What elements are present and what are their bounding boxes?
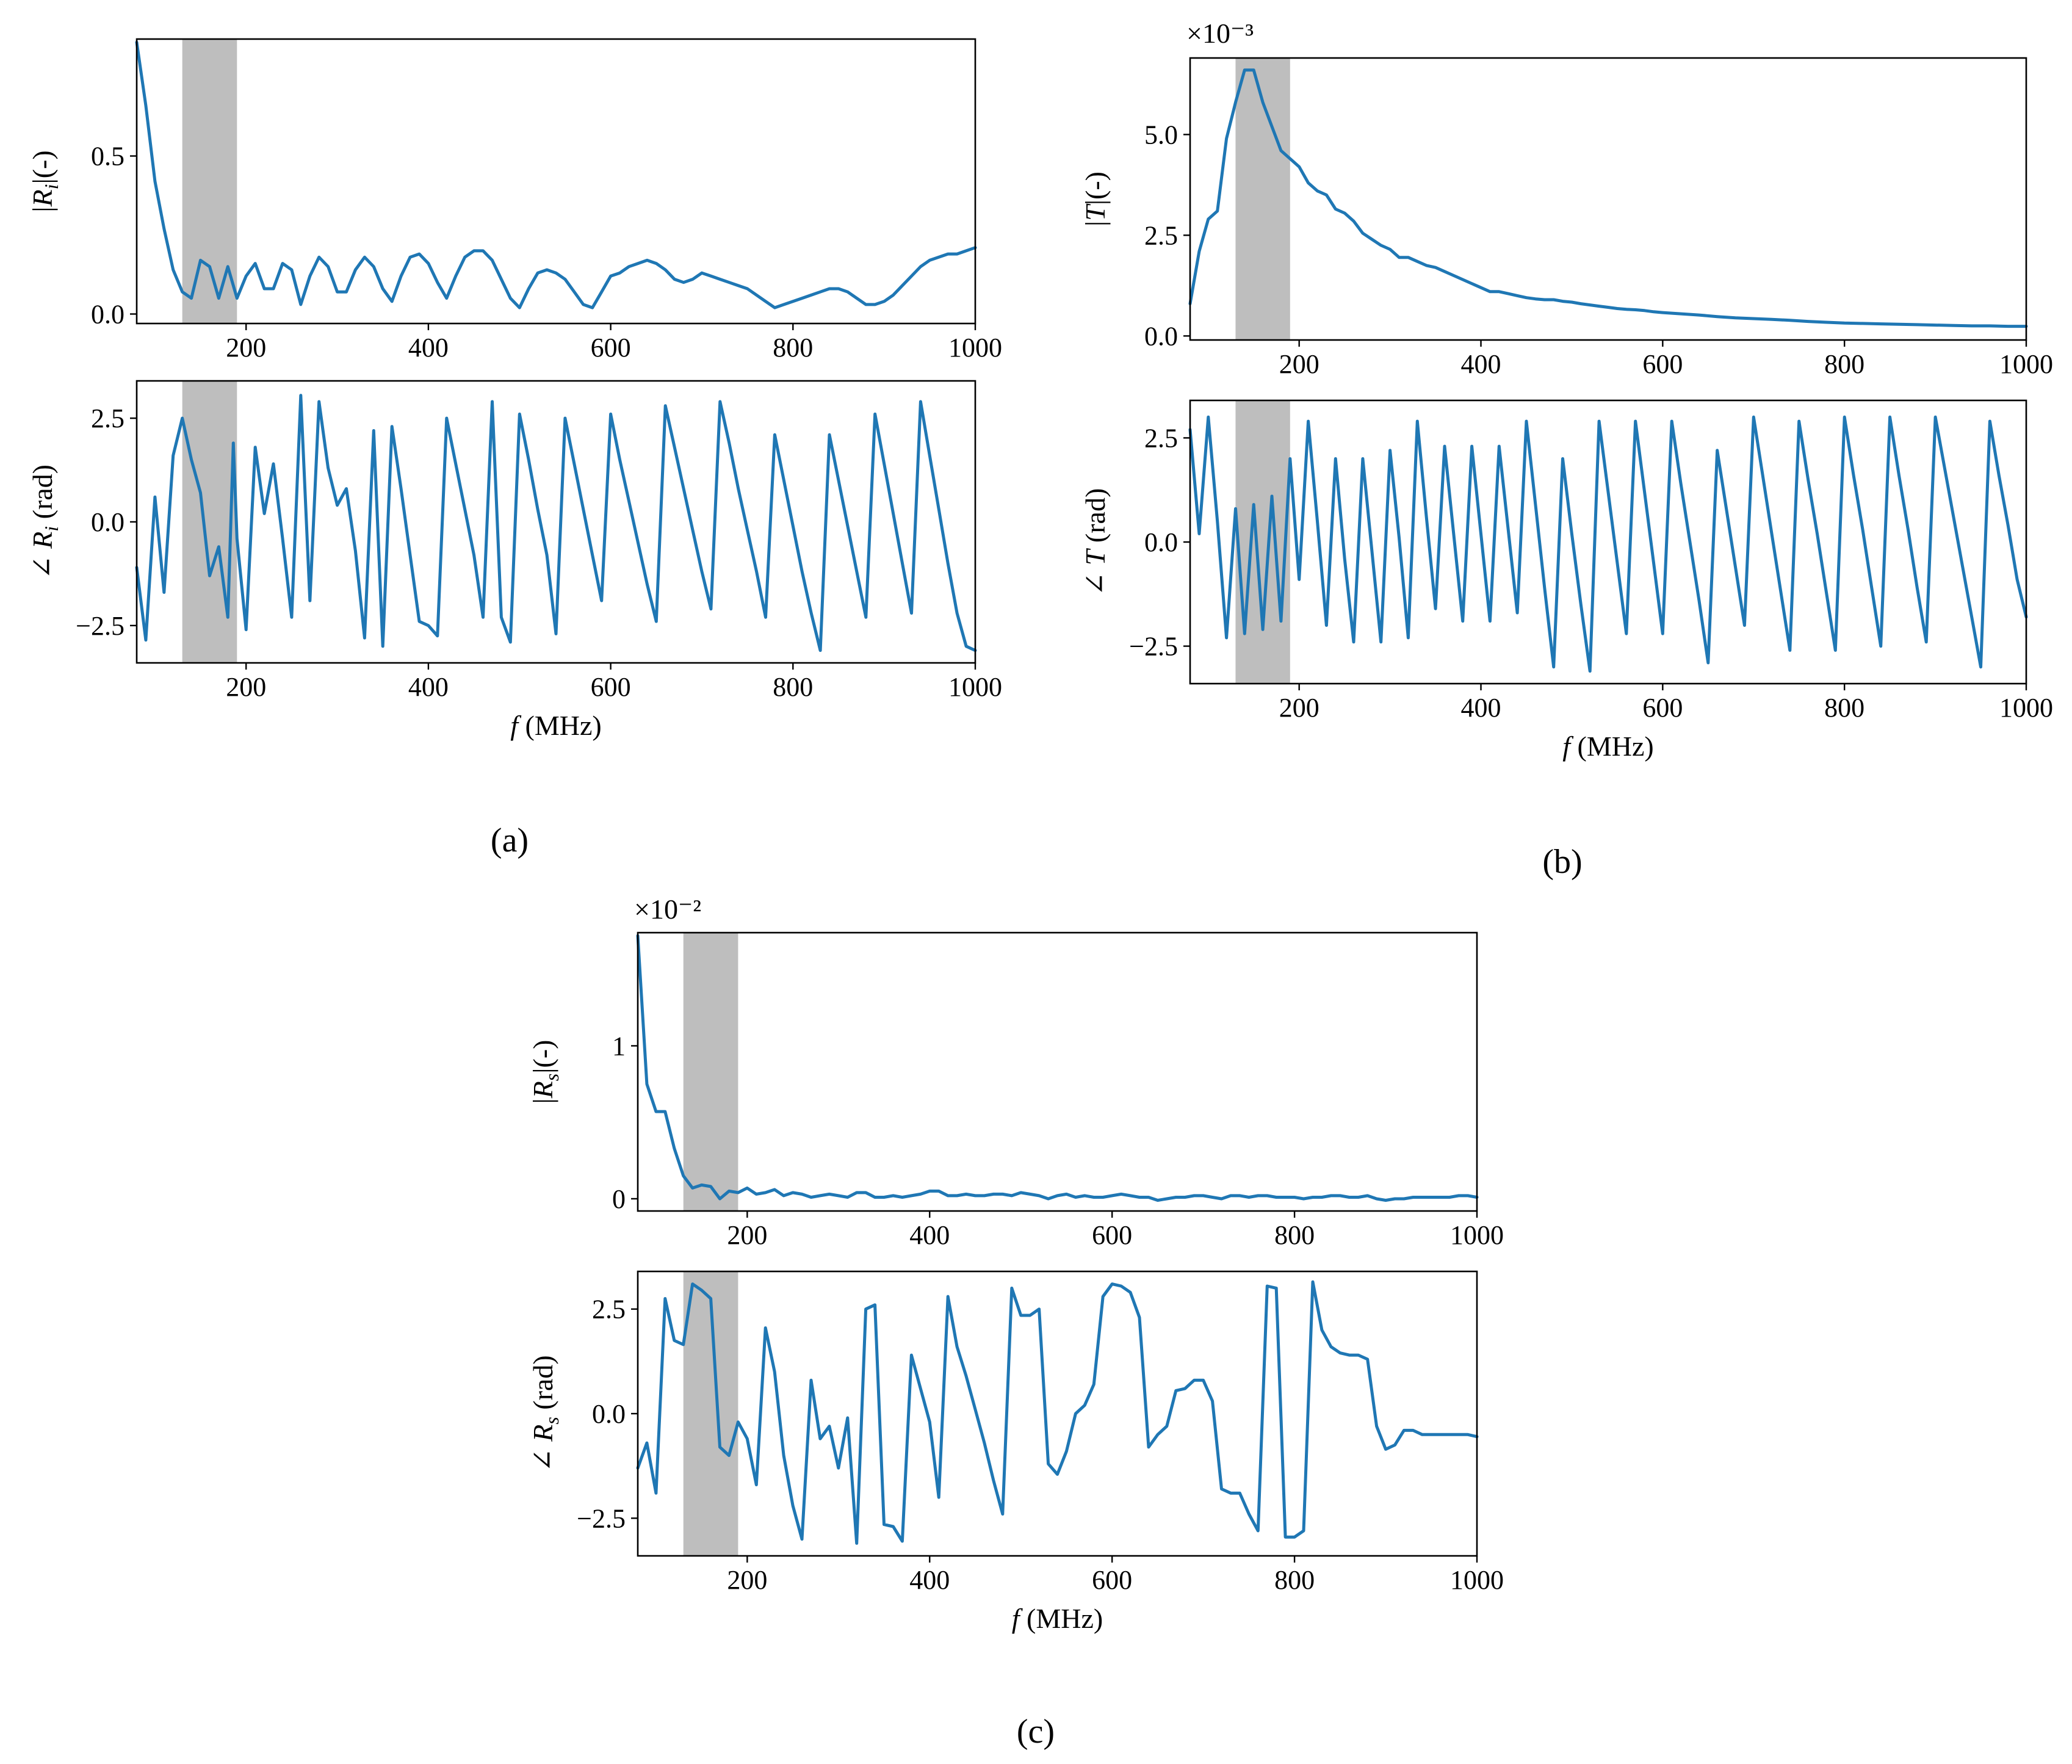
y-axis-label: |Rs|(-) (527, 1040, 563, 1104)
x-tick-label: 600 (1092, 1220, 1132, 1250)
axis-multiplier: ×10⁻² (634, 894, 701, 925)
series-line (1188, 68, 2028, 328)
y-tick-label: 0.0 (1144, 527, 1178, 557)
y-axis-label: |T|(-) (1080, 172, 1111, 226)
plot-frame (1189, 57, 2027, 341)
series-line (1188, 415, 2028, 673)
x-tick-label: 800 (773, 672, 813, 702)
x-tick-label: 1000 (1450, 1220, 1504, 1250)
x-tick-label: 1000 (1999, 693, 2053, 723)
x-tick-label: 200 (1279, 693, 1319, 723)
x-tick-label: 600 (591, 333, 631, 363)
x-tick-label: 800 (1274, 1220, 1315, 1250)
y-tick-label: 0.0 (1144, 321, 1178, 351)
y-tick-label: 2.5 (91, 403, 125, 433)
plot-frame (637, 931, 1478, 1212)
y-tick-label: 2.5 (592, 1295, 626, 1325)
x-tick-label: 600 (1642, 693, 1683, 723)
series-line (135, 394, 977, 652)
y-tick-label: 2.5 (1144, 220, 1178, 250)
axis-multiplier: ×10⁻³ (1186, 18, 1254, 49)
y-tick-label: 0.0 (91, 507, 125, 537)
y-tick-label: 0.0 (91, 299, 125, 329)
y-tick-label: 0.5 (91, 142, 125, 172)
y-tick-label: 5.0 (1144, 120, 1178, 150)
plot-frame (135, 38, 976, 325)
plot-frame (1189, 399, 2027, 685)
x-tick-label: 1000 (948, 333, 1002, 363)
y-tick-label: 2.5 (1144, 423, 1178, 453)
x-tick-label: 1000 (1450, 1565, 1504, 1595)
y-tick-label: −2.5 (577, 1503, 626, 1533)
chart-c_phase: 200 400 600 800 1000 −2.5 0.0 2.5 ∠ Rs (rad) f (M… (527, 1270, 1504, 1634)
series-line (135, 40, 977, 309)
x-tick-label: 1000 (1999, 349, 2053, 379)
y-axis-label: |Ri|(-) (27, 150, 62, 212)
shaded-band (182, 39, 237, 324)
y-tick-label: 1 (612, 1031, 626, 1061)
shaded-band (683, 933, 738, 1211)
x-axis-label: f (MHz) (1562, 731, 1653, 762)
x-tick-label: 400 (408, 672, 449, 702)
x-axis-label: f (MHz) (1012, 1603, 1103, 1634)
x-tick-label: 200 (226, 333, 266, 363)
panel-label-c: (c) (1017, 1713, 1055, 1751)
y-axis-label: ∠ T (rad) (1080, 488, 1111, 596)
chart-a_mag: 200 400 600 800 1000 0.0 0.5 |Ri|(-) (27, 38, 1002, 363)
x-tick-label: 800 (1274, 1565, 1315, 1595)
panel-label-a: (a) (491, 822, 529, 859)
y-axis-label: ∠ Ri (rad) (27, 464, 62, 579)
y-tick-label: −2.5 (76, 611, 125, 641)
chart-b_mag: 200 400 600 800 1000 0.0 2.5 5.0 |T|(-) ×10⁻³ (1080, 18, 2053, 379)
x-tick-label: 800 (1824, 349, 1864, 379)
shaded-band (182, 381, 237, 663)
x-tick-label: 400 (408, 333, 449, 363)
x-tick-label: 800 (1824, 693, 1864, 723)
x-tick-label: 400 (909, 1220, 950, 1250)
x-tick-label: 200 (727, 1565, 767, 1595)
series-line (636, 1280, 1479, 1545)
plot-frame (637, 1270, 1478, 1557)
x-tick-label: 200 (1279, 349, 1319, 379)
x-tick-label: 600 (1642, 349, 1683, 379)
shaded-band (1235, 400, 1290, 684)
x-axis-label: f (MHz) (510, 710, 601, 741)
x-tick-label: 1000 (948, 672, 1002, 702)
x-tick-label: 400 (909, 1565, 950, 1595)
chart-c_mag: 200 400 600 800 1000 0 1 |Rs|(-) ×10⁻² (527, 894, 1504, 1250)
x-tick-label: 200 (226, 672, 266, 702)
x-tick-label: 200 (727, 1220, 767, 1250)
x-tick-label: 400 (1461, 693, 1501, 723)
y-tick-label: 0.0 (592, 1399, 626, 1429)
x-tick-label: 800 (773, 333, 813, 363)
x-tick-label: 600 (591, 672, 631, 702)
y-axis-label: ∠ Rs (rad) (527, 1355, 563, 1472)
panel-label-b: (b) (1542, 843, 1582, 881)
chart-b_phase: 200 400 600 800 1000 −2.5 0.0 2.5 ∠ T (rad) f (MH… (1080, 399, 2053, 762)
series-line (636, 934, 1479, 1202)
chart-a_phase: 200 400 600 800 1000 −2.5 0.0 2.5 ∠ Ri (rad) f (M… (27, 380, 1002, 741)
y-tick-label: 0 (612, 1184, 626, 1214)
y-tick-label: −2.5 (1129, 632, 1178, 662)
x-tick-label: 400 (1461, 349, 1501, 379)
x-tick-label: 600 (1092, 1565, 1132, 1595)
